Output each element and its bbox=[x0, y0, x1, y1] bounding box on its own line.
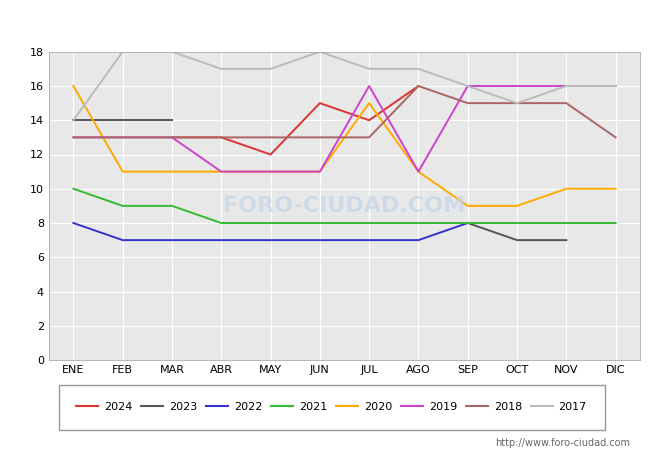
Text: Afiliados en Salce a 31/5/2024: Afiliados en Salce a 31/5/2024 bbox=[188, 14, 462, 33]
Text: http://www.foro-ciudad.com: http://www.foro-ciudad.com bbox=[495, 438, 630, 448]
Text: FORO-CIUDAD.COM: FORO-CIUDAD.COM bbox=[224, 196, 465, 216]
Legend: 2024, 2023, 2022, 2021, 2020, 2019, 2018, 2017: 2024, 2023, 2022, 2021, 2020, 2019, 2018… bbox=[72, 398, 592, 417]
